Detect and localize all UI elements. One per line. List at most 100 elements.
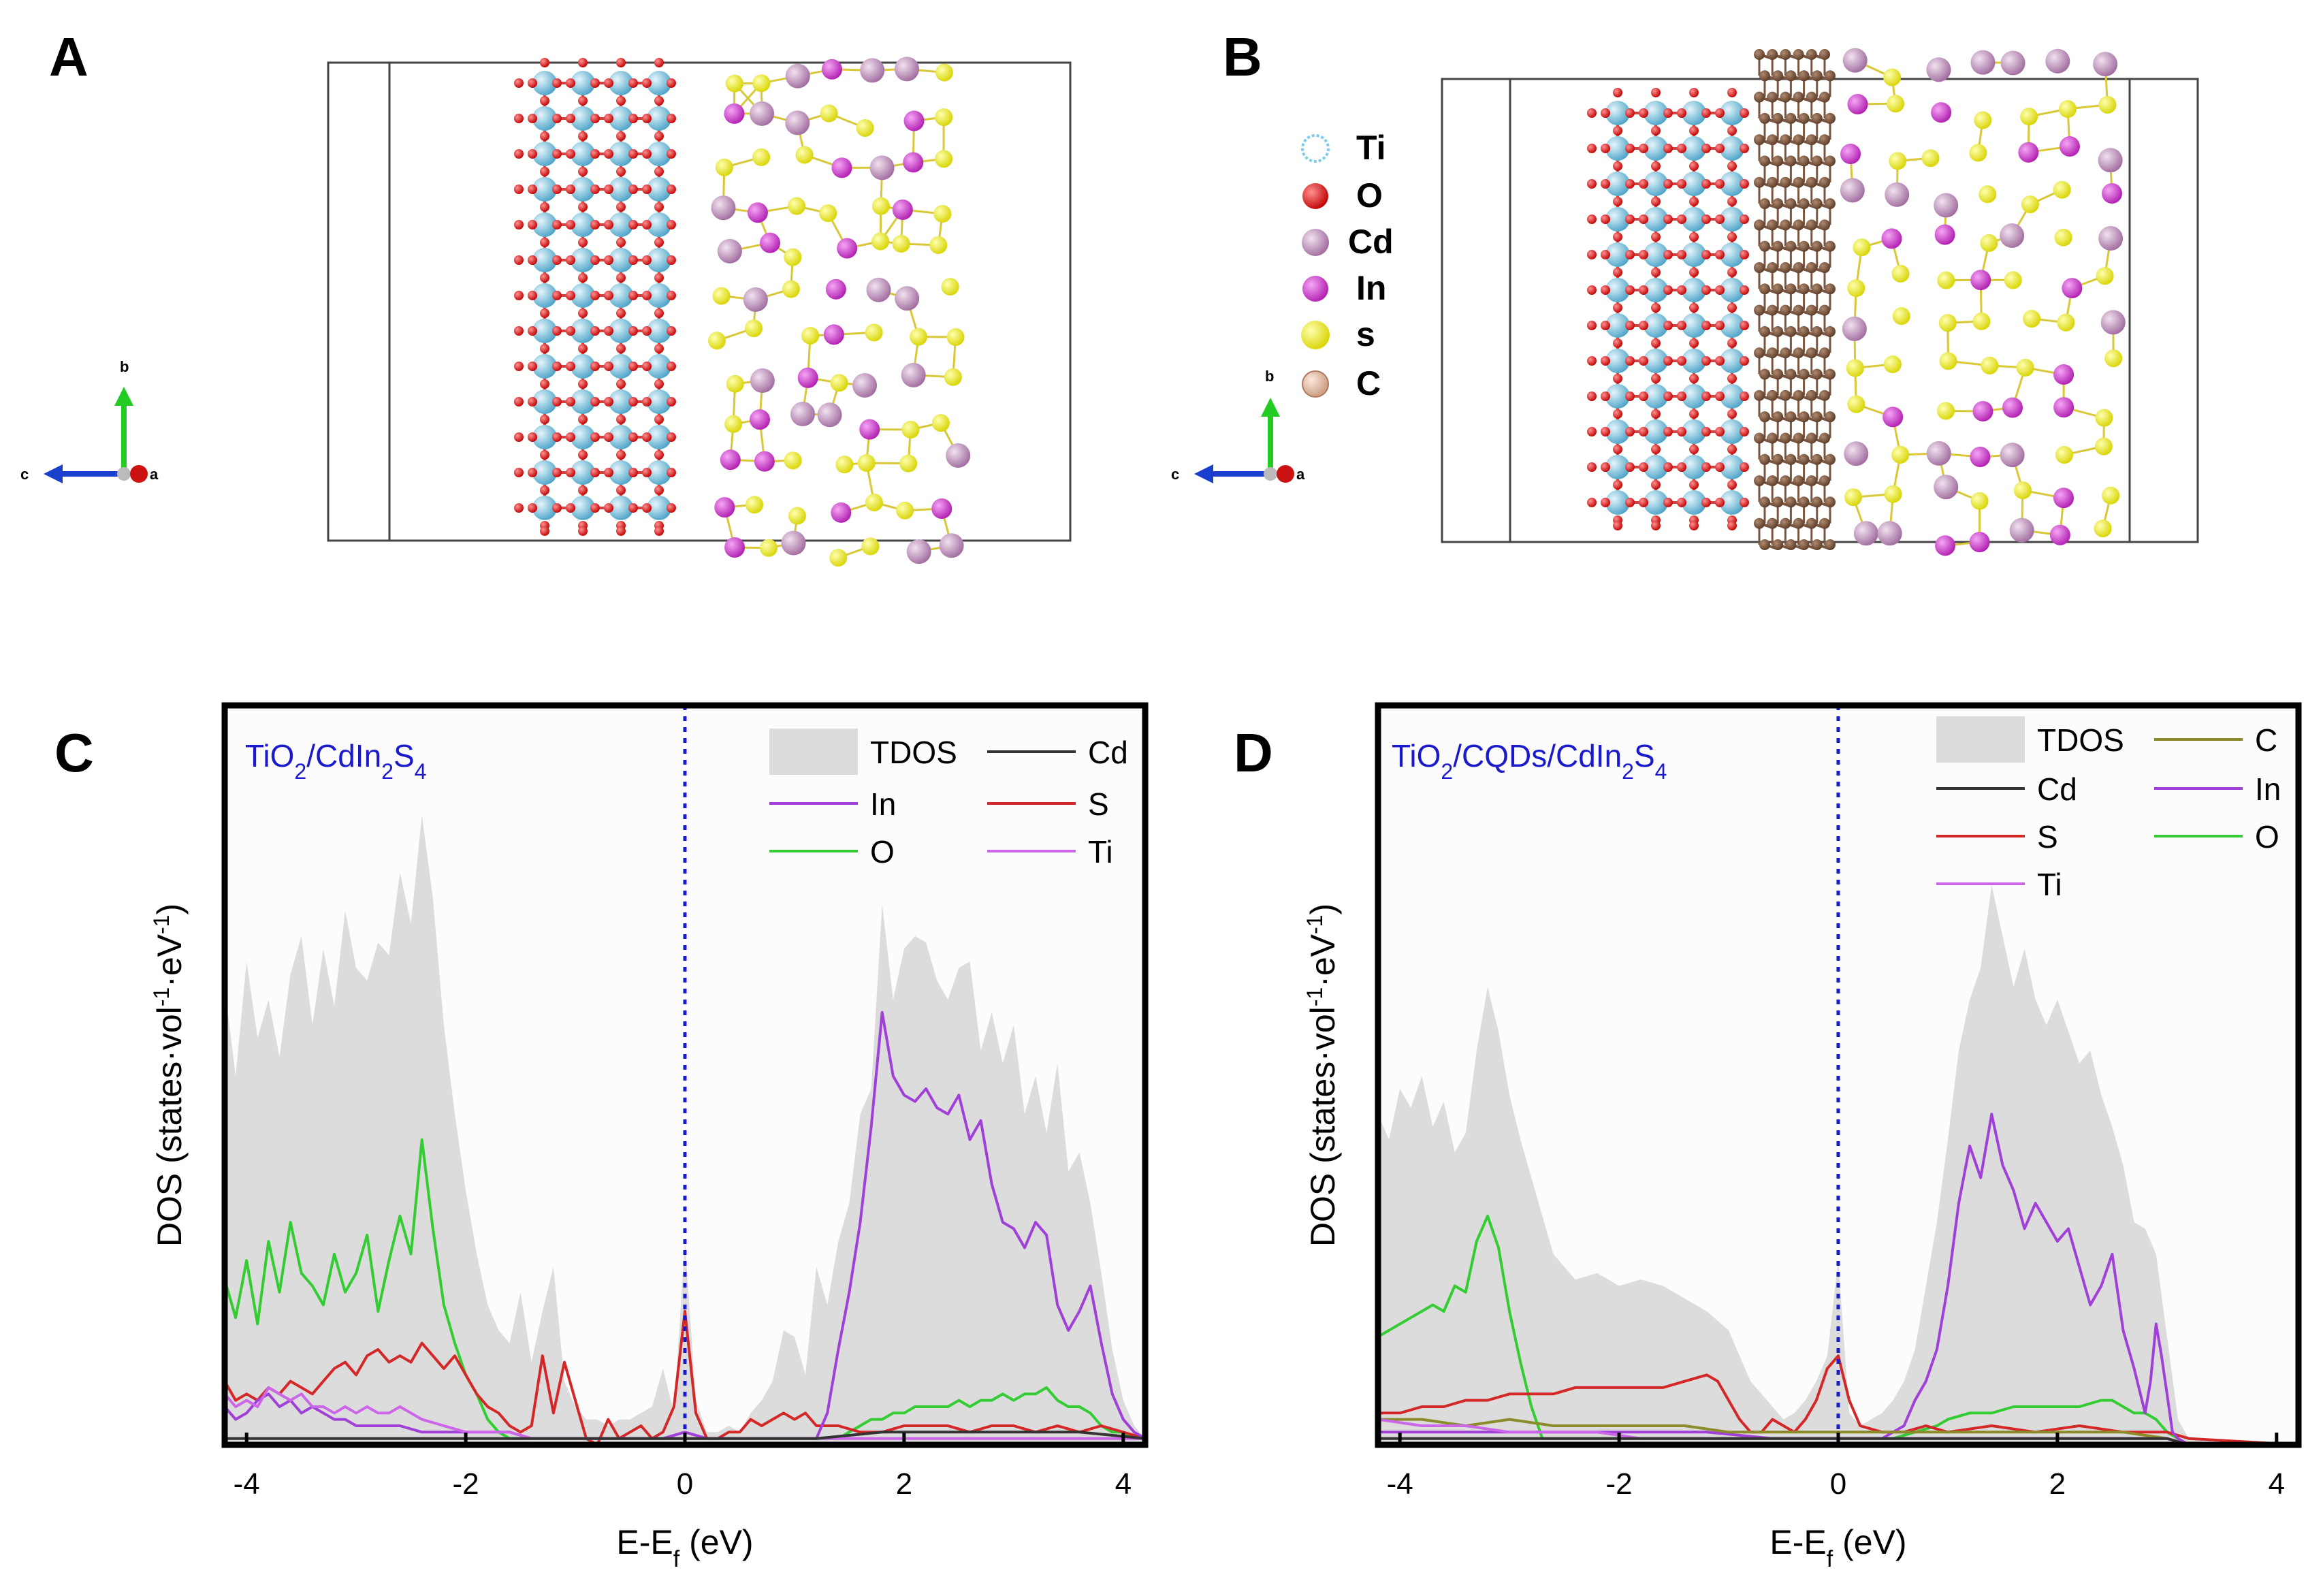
c-atom xyxy=(1819,91,1830,103)
s-atom xyxy=(788,197,806,215)
o-atom xyxy=(1587,356,1597,366)
o-atom xyxy=(1740,214,1749,224)
series-o-line xyxy=(225,1138,1145,1440)
in-atom xyxy=(724,103,745,124)
o-atom xyxy=(1701,214,1711,224)
svg-text:Ti: Ti xyxy=(2037,867,2062,902)
o-atom xyxy=(628,326,638,336)
ti-atom xyxy=(532,460,557,485)
c-atom xyxy=(1754,389,1765,401)
c-atom xyxy=(1793,475,1804,487)
c-atom xyxy=(1767,262,1778,274)
s-atom xyxy=(929,236,948,254)
o-atom xyxy=(1689,521,1699,530)
o-atom xyxy=(1701,108,1711,118)
o-atom xyxy=(1601,108,1610,118)
c-atom xyxy=(1819,134,1830,146)
o-atom xyxy=(1740,250,1749,259)
o-atom xyxy=(604,503,613,513)
o-atom xyxy=(616,526,626,536)
o-atom xyxy=(528,432,537,442)
o-atom xyxy=(1740,498,1749,507)
ti-atom xyxy=(1644,384,1668,409)
c-atom xyxy=(1759,240,1770,252)
ti-atom xyxy=(1605,419,1630,444)
ti-atom xyxy=(1644,278,1668,302)
o-atom xyxy=(1663,427,1673,436)
s-atom xyxy=(1980,234,1998,252)
o-atom xyxy=(654,526,664,536)
c-atom xyxy=(1759,325,1770,337)
s-atom xyxy=(871,232,890,251)
o-atom xyxy=(616,58,626,67)
s-atom xyxy=(1921,149,1940,167)
svg-text:In: In xyxy=(870,786,896,822)
legend-atom-ti: Ti xyxy=(1301,129,1386,167)
s-atom xyxy=(1846,359,1864,377)
o-atom xyxy=(528,468,537,477)
s-atom xyxy=(892,234,910,253)
o-atom xyxy=(1727,303,1737,313)
o-atom xyxy=(1715,392,1725,401)
o-atom xyxy=(514,362,524,371)
o-atom xyxy=(1689,445,1699,454)
o-atom xyxy=(1651,480,1661,490)
o-atom xyxy=(1613,445,1622,454)
o-atom xyxy=(566,468,575,477)
in-atom xyxy=(2002,397,2023,418)
ti-atom xyxy=(609,319,633,343)
o-atom xyxy=(552,362,562,371)
c-atom xyxy=(1785,283,1797,295)
c-atom xyxy=(1785,453,1797,465)
o-atom xyxy=(1587,144,1597,153)
o-atom xyxy=(1639,321,1648,330)
o-atom xyxy=(1677,144,1686,153)
ti-atom xyxy=(571,106,595,131)
ti-atom xyxy=(647,319,671,343)
s-atom xyxy=(1847,279,1865,298)
o-atom xyxy=(616,238,626,247)
s-atom xyxy=(1887,95,1905,113)
o-atom xyxy=(1727,521,1737,530)
c-atom xyxy=(1819,475,1830,487)
in-atom xyxy=(1969,532,1990,553)
o-atom xyxy=(1587,108,1597,118)
o-atom xyxy=(540,167,549,176)
o-atom xyxy=(1740,108,1749,118)
plot-background xyxy=(225,705,1145,1445)
c-atom xyxy=(1767,517,1778,529)
ti-atom xyxy=(1682,490,1706,515)
legend-atom-c: C xyxy=(1302,364,1381,402)
y-axis-label: DOS (states·vol-1·eV-1) xyxy=(1302,904,1342,1247)
legend-item-o: O xyxy=(2154,819,2279,855)
c-atom xyxy=(1798,453,1810,465)
o-atom xyxy=(1601,392,1610,401)
series-cd-line xyxy=(1378,1437,2298,1445)
o-atom xyxy=(1689,126,1699,135)
svg-text:TDOS: TDOS xyxy=(870,735,957,770)
o-atom xyxy=(1689,232,1699,242)
c-atom xyxy=(1825,368,1836,380)
axis-c-label: c xyxy=(20,466,29,483)
s-atom xyxy=(910,328,928,346)
o-atom xyxy=(1651,88,1661,97)
ti-atom xyxy=(1682,207,1706,232)
dos-chart-c: -4 -2 0 2 4 E-Ef (eV) DOS (states·vol-1·eV-1) T… xyxy=(149,702,1149,1572)
o-atom xyxy=(578,58,588,67)
s-atom xyxy=(1883,68,1902,86)
c-atom xyxy=(1780,262,1791,274)
panel-label-c: C xyxy=(54,722,94,783)
svg-text:O: O xyxy=(2255,819,2279,855)
c-atom xyxy=(1798,155,1810,167)
o-atom xyxy=(642,468,652,477)
o-atom xyxy=(1740,321,1749,330)
o-atom xyxy=(514,114,524,123)
s-atom xyxy=(1891,445,1910,464)
s-atom xyxy=(784,451,802,470)
o-atom xyxy=(552,78,562,88)
o-atom xyxy=(1587,427,1597,436)
c-atom xyxy=(1785,155,1797,167)
o-atom xyxy=(1715,214,1725,224)
c-atom xyxy=(1772,368,1784,380)
ti-atom xyxy=(1644,455,1668,479)
